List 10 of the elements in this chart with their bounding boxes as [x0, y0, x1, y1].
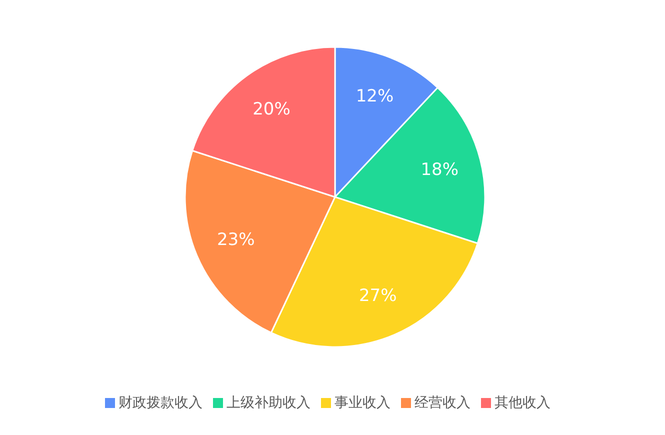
- data-label: 18%: [420, 160, 459, 180]
- data-label: 27%: [358, 286, 397, 306]
- legend-label: 上级补助收入: [226, 395, 310, 411]
- legend-label: 财政拨款收入: [118, 395, 202, 411]
- legend-label: 事业收入: [334, 395, 390, 411]
- data-label: 20%: [252, 100, 290, 120]
- data-label: 12%: [356, 86, 394, 107]
- data-label: 23%: [216, 230, 255, 250]
- legend-label: 经营收入: [414, 395, 470, 411]
- legend-label: 其他收入: [494, 395, 550, 411]
